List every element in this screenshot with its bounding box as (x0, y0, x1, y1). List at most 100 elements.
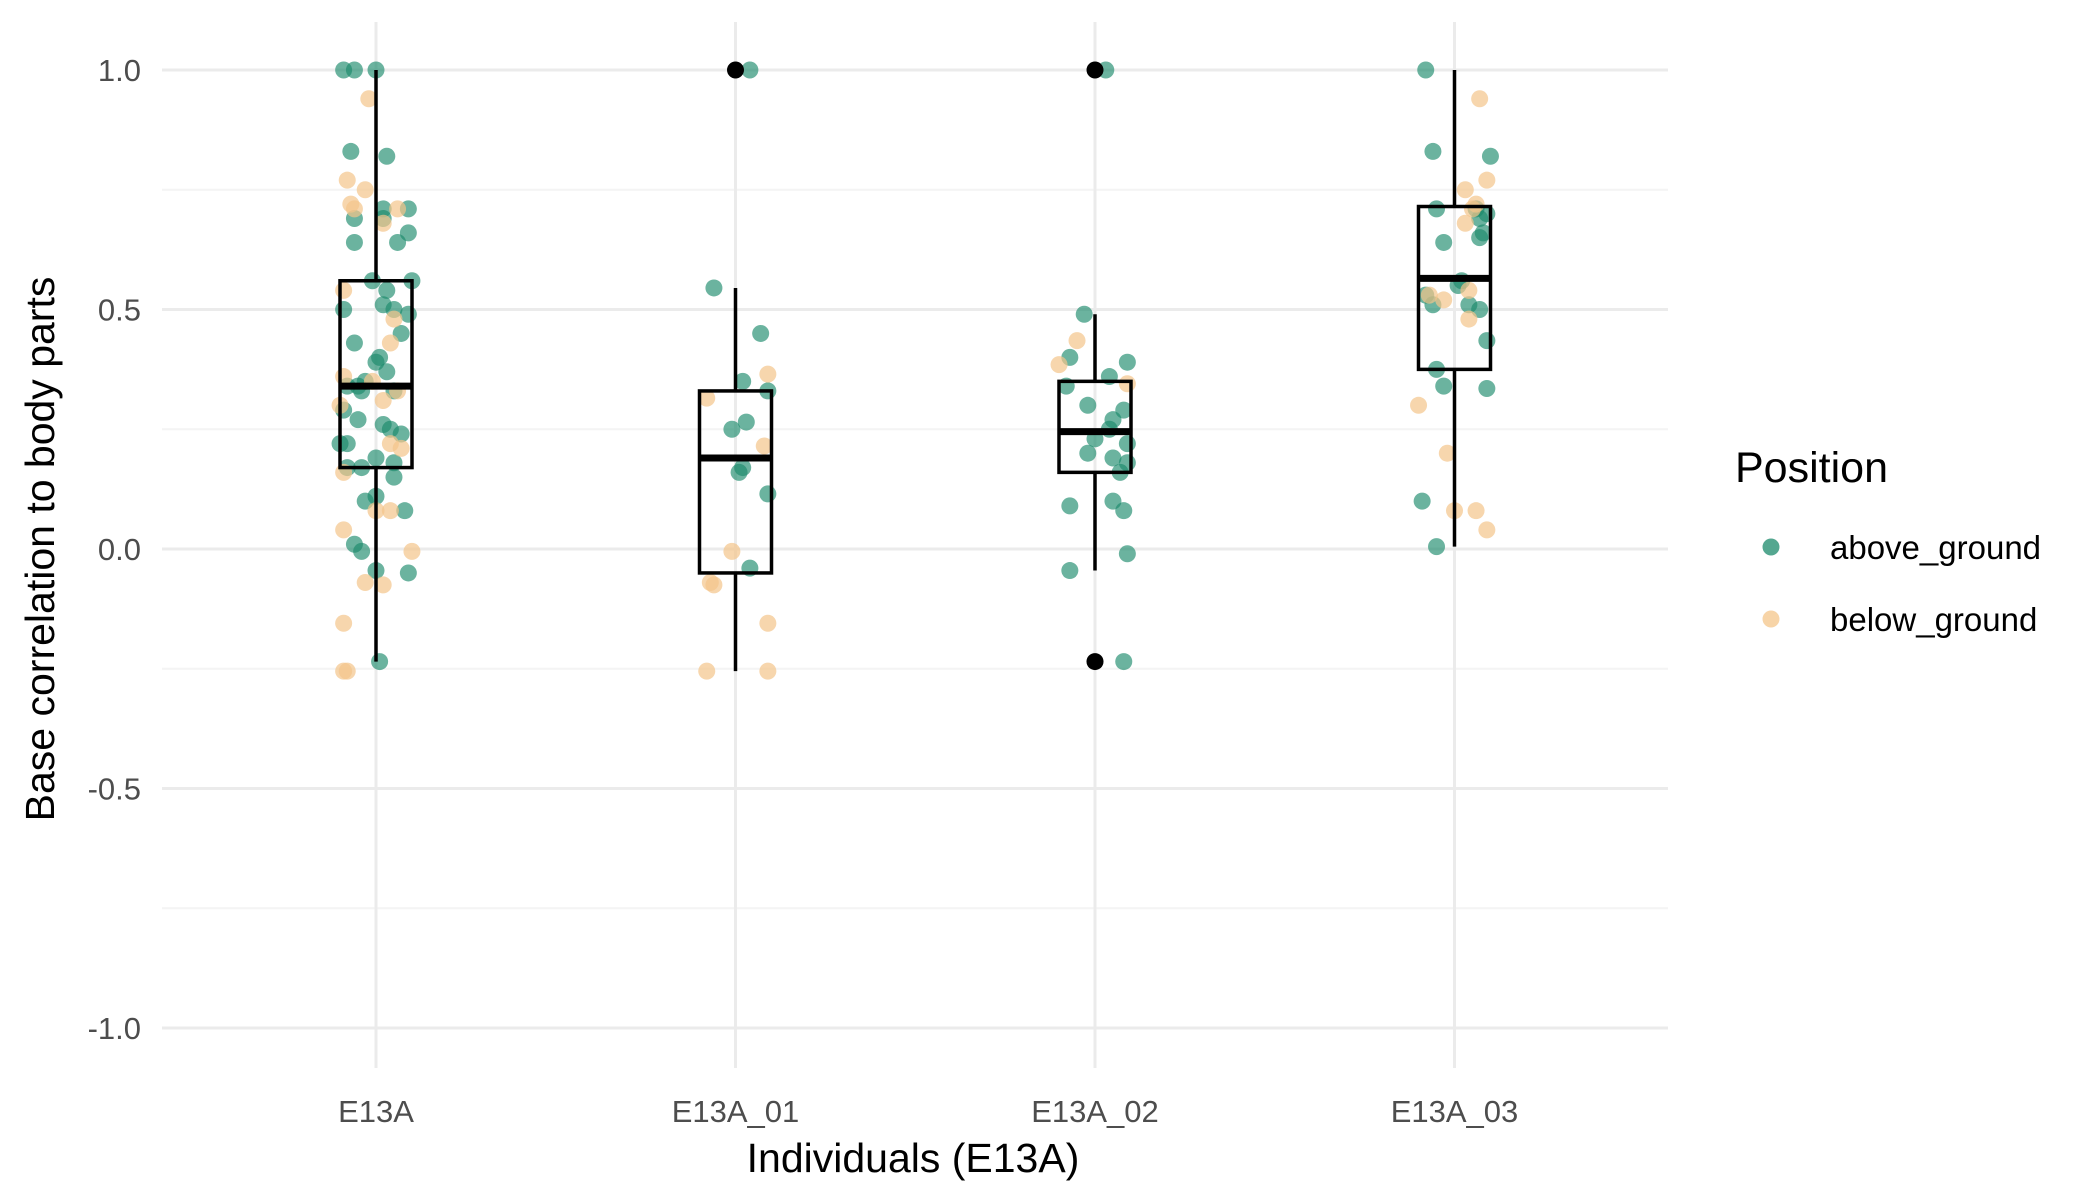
data-point-below_ground (374, 214, 392, 232)
data-point-above_ground (371, 348, 389, 366)
box-iqr (1416, 204, 1493, 372)
data-point-below_ground (759, 614, 777, 632)
data-point-below_ground (1438, 444, 1456, 462)
data-point-below_ground (759, 365, 777, 383)
data-point-below_ground (1471, 90, 1489, 108)
data-point-above_ground (353, 542, 371, 560)
x-tick-label: E13A_03 (1391, 1094, 1519, 1129)
data-point-below_ground (335, 614, 353, 632)
data-point-above_ground (1413, 492, 1431, 510)
data-point-above_ground (378, 281, 396, 299)
data-point-below_ground (389, 200, 407, 218)
data-point-below_ground (1478, 521, 1496, 539)
x-axis-ticks: E13A E13A_01 E13A_02 E13A_03 (338, 1094, 1518, 1129)
data-point-above_ground (399, 305, 417, 323)
data-point-above_ground (1428, 200, 1446, 218)
boxplot-E13A (338, 70, 414, 662)
data-point-above_ground (399, 564, 417, 582)
data-point-above_ground (335, 301, 353, 318)
data-point-above_ground (389, 233, 407, 251)
data-point-below_ground (1467, 502, 1485, 520)
data-point-above_ground (1118, 545, 1136, 563)
data-point-below_ground (356, 181, 374, 199)
legend-swatch-above_ground (1762, 538, 1780, 556)
data-point-below_ground (345, 200, 363, 218)
box-iqr (697, 389, 774, 575)
data-point-below_ground (338, 171, 356, 189)
data-point-above_ground (734, 372, 752, 390)
data-point-above_ground (1118, 435, 1136, 453)
data-point-above_ground (1428, 538, 1446, 556)
y-tick-label: -1.0 (88, 1011, 141, 1046)
data-point-above_ground (345, 334, 363, 352)
data-point-above_ground (1079, 444, 1097, 462)
data-point-above_ground (1104, 449, 1122, 467)
y-axis-ticks: 1.0 0.5 0.0 -0.5 -1.0 (88, 53, 141, 1046)
data-point-above_ground (1435, 233, 1453, 251)
legend-label-below_ground: below_ground (1830, 601, 2037, 638)
data-point-below_ground (1068, 332, 1086, 350)
data-point-above_ground (378, 363, 396, 381)
boxplot-E13A_03 (1416, 70, 1493, 547)
data-point-below_ground (1420, 286, 1438, 304)
data-point-below_ground (1456, 181, 1474, 199)
data-point-above_ground (1435, 377, 1453, 395)
data-point-below_ground (723, 542, 741, 560)
x-tick-label: E13A_02 (1031, 1094, 1159, 1129)
data-point-below_ground (381, 334, 399, 352)
legend-title: Position (1735, 444, 1888, 492)
data-point-above_ground (723, 420, 741, 438)
data-point-above_ground (345, 61, 363, 79)
data-point-above_ground (371, 653, 389, 671)
data-point-above_ground (378, 147, 396, 165)
data-point-below_ground (1478, 171, 1496, 189)
y-tick-label: 1.0 (98, 53, 141, 88)
x-tick-label: E13A (338, 1094, 414, 1129)
data-point-below_ground (1460, 281, 1478, 299)
data-points (331, 61, 1499, 680)
data-point-below_ground (755, 437, 773, 455)
x-axis-title: Individuals (E13A) (747, 1135, 1080, 1181)
data-point-above_ground (730, 463, 748, 481)
data-point-above_ground (345, 233, 363, 251)
data-point-below_ground (698, 662, 716, 680)
legend: Position above_ground below_ground (1735, 444, 2041, 638)
boxplot-E13A_02 (1057, 61, 1133, 671)
data-point-below_ground (1460, 310, 1478, 328)
data-point-above_ground (1061, 497, 1079, 515)
y-tick-label: -0.5 (88, 772, 141, 807)
box-iqr (338, 279, 414, 470)
data-point-below_ground (759, 662, 777, 680)
data-point-above_ground (1424, 142, 1442, 160)
data-point-above_ground (1115, 502, 1133, 520)
data-point-below_ground (1410, 396, 1428, 414)
data-point-below_ground (335, 368, 353, 386)
data-point-below_ground (1463, 200, 1481, 218)
data-point-above_ground (1478, 332, 1496, 350)
data-point-above_ground (1478, 380, 1496, 398)
data-point-above_ground (396, 502, 414, 520)
data-point-above_ground (1118, 353, 1136, 371)
data-point-above_ground (338, 435, 356, 453)
legend-label-above_ground: above_ground (1830, 529, 2041, 566)
data-point-below_ground (374, 392, 392, 410)
outlier-point (1086, 61, 1104, 79)
data-point-below_ground (335, 281, 353, 299)
data-point-below_ground (1435, 291, 1453, 309)
outlier-point (1086, 653, 1104, 671)
boxplots (338, 61, 1493, 672)
data-point-above_ground (1481, 147, 1499, 165)
boxplot-E13A_01 (697, 61, 774, 672)
data-point-above_ground (759, 485, 777, 503)
y-tick-label: 0.5 (98, 293, 141, 328)
data-point-above_ground (705, 279, 723, 297)
data-point-below_ground (356, 574, 374, 592)
data-point-below_ground (698, 389, 716, 407)
legend-swatch-below_ground (1762, 610, 1780, 628)
data-point-below_ground (360, 90, 378, 108)
x-tick-label: E13A_01 (672, 1094, 800, 1129)
data-point-above_ground (1061, 562, 1079, 580)
legend-items: above_ground below_ground (1762, 529, 2041, 638)
data-point-above_ground (752, 324, 770, 342)
